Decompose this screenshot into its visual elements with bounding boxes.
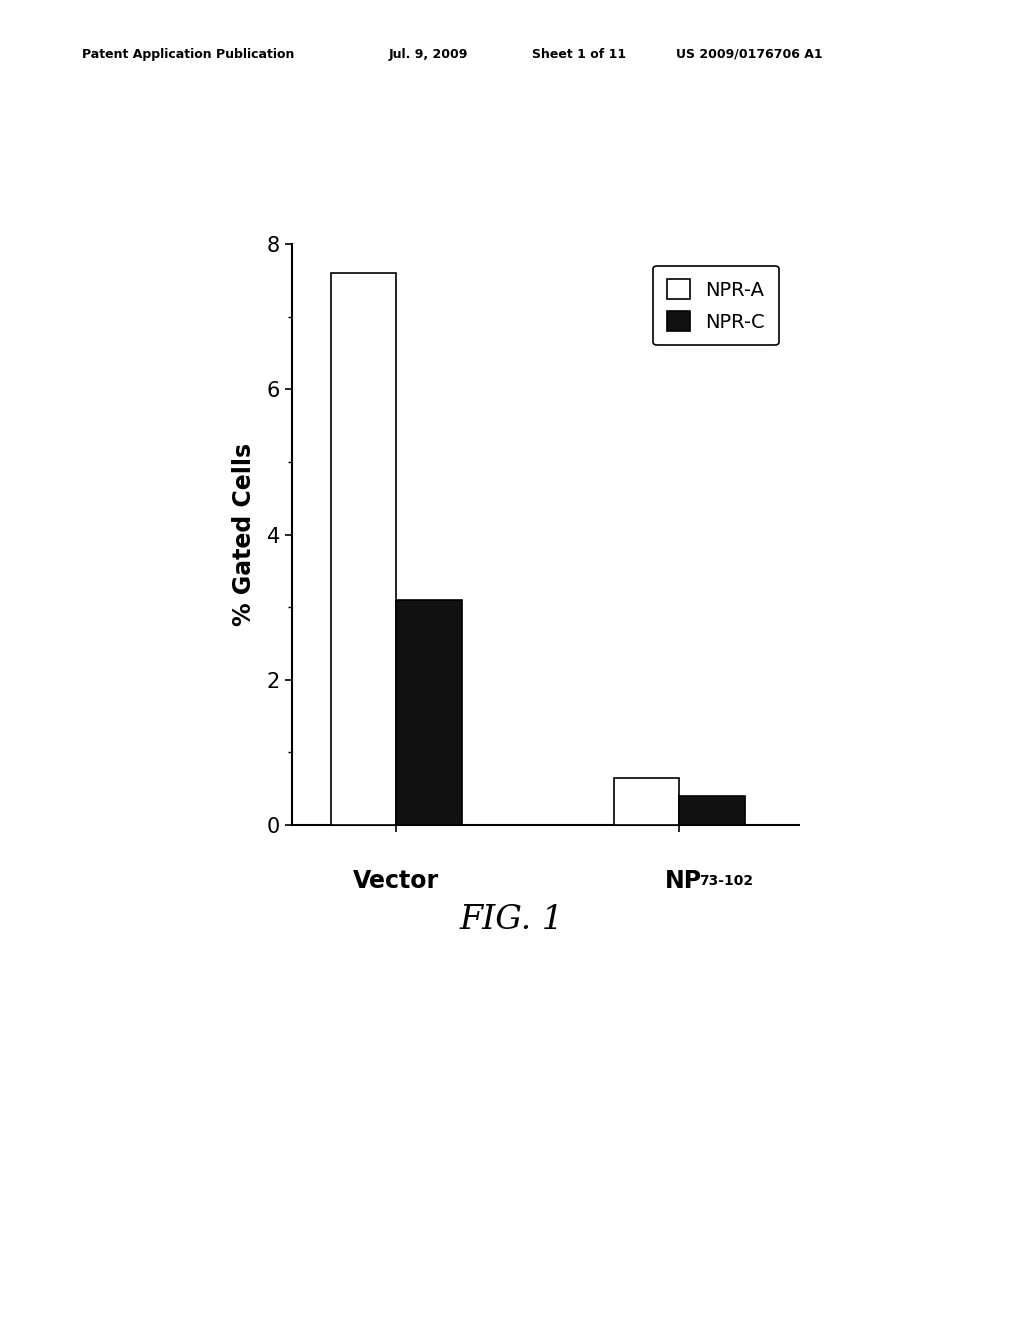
Text: Sheet 1 of 11: Sheet 1 of 11 [532,48,627,61]
Text: NP: NP [665,869,701,892]
Bar [331,273,396,825]
Bar [396,599,462,825]
Text: US 2009/0176706 A1: US 2009/0176706 A1 [676,48,822,61]
Text: Vector: Vector [353,869,439,892]
Legend: NPR-A, NPR-C: NPR-A, NPR-C [653,265,779,346]
Bar [680,796,745,825]
Text: Patent Application Publication: Patent Application Publication [82,48,294,61]
Text: FIG. 1: FIG. 1 [460,904,564,936]
Text: Jul. 9, 2009: Jul. 9, 2009 [389,48,469,61]
Text: 73-102: 73-102 [698,874,753,888]
Y-axis label: % Gated Cells: % Gated Cells [231,444,256,626]
Bar [613,777,680,825]
